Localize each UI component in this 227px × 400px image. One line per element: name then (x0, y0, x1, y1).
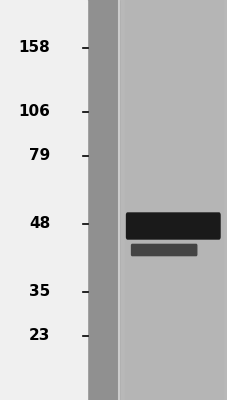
Bar (86, 0, 118, 400)
Bar (125, 0, 222, 400)
FancyBboxPatch shape (131, 244, 196, 256)
Text: 23: 23 (29, 328, 50, 344)
Text: 106: 106 (18, 104, 50, 120)
Text: 35: 35 (29, 284, 50, 300)
Text: 158: 158 (18, 40, 50, 56)
Text: 79: 79 (29, 148, 50, 164)
Text: 48: 48 (29, 216, 50, 232)
Bar (0, 0, 86, 400)
FancyBboxPatch shape (126, 213, 219, 239)
Bar (86, 0, 227, 400)
